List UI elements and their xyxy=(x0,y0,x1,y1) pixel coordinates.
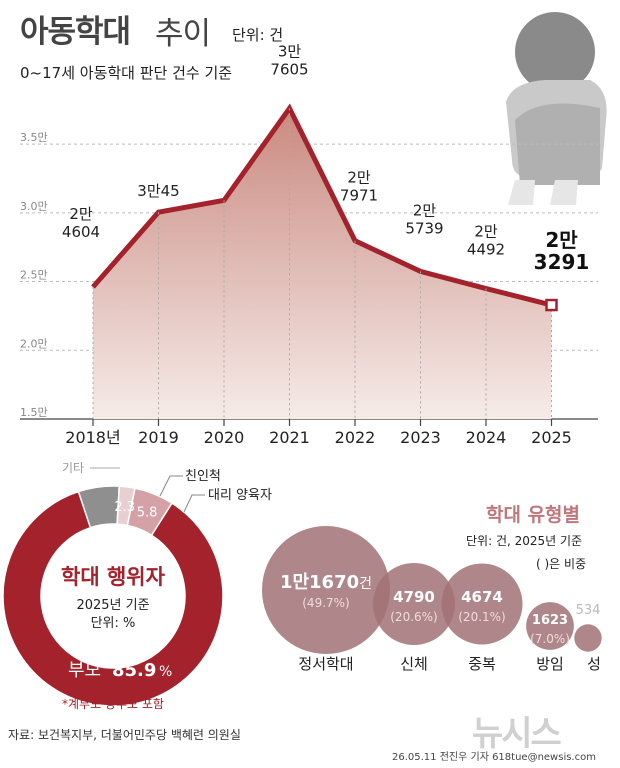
x-tick-label: 2024 xyxy=(466,428,507,447)
data-label: 7605 xyxy=(270,60,308,78)
bubble-value: 1623 xyxy=(532,613,568,628)
source-note: 자료: 보건복지부, 더불어민주당 백혜련 의원실 xyxy=(8,728,241,742)
data-label: 4492 xyxy=(467,241,505,259)
y-tick-label: 2.5만 xyxy=(20,269,48,282)
y-tick-label: 3.5만 xyxy=(20,131,48,144)
x-axis: 2018년 2019 2020 2021 2022 2023 2024 2025 xyxy=(65,428,572,447)
bubble xyxy=(574,624,602,652)
bubble xyxy=(526,602,574,650)
bubble-label: 방임 xyxy=(536,655,564,673)
bubble-value: 534 xyxy=(576,603,601,618)
slice-name-label: 친인척 xyxy=(185,469,221,484)
data-label: 3만45 xyxy=(137,182,179,200)
y-axis: 1.5만 2.0만 2.5만 3.0만 3.5만 xyxy=(20,131,48,419)
data-label: 2만 xyxy=(545,228,578,252)
credit-line: 26.05.11 전진우 기자 618tue@newsis.com xyxy=(392,752,596,763)
x-tick-label: 2023 xyxy=(400,428,441,447)
donut-subtitle: 단위: % xyxy=(91,616,136,631)
last-point-marker xyxy=(545,298,558,312)
donut-slice xyxy=(2,490,224,707)
x-tick-label: 2021 xyxy=(269,428,310,447)
donut-title: 학대 행위자 xyxy=(61,565,166,589)
donut-subtitle: 2025년 기준 xyxy=(76,598,149,613)
unit-label: 단위: 건 xyxy=(232,26,284,44)
child-silhouette-icon xyxy=(506,12,607,205)
bubble-share: (49.7%) xyxy=(302,596,349,610)
leader-line xyxy=(183,494,205,513)
x-tick-label: 2022 xyxy=(335,428,376,447)
x-tick-label: 2018년 xyxy=(65,428,120,447)
slice-value-label: 2.3 xyxy=(114,500,135,515)
x-tick-label: 2020 xyxy=(204,428,245,447)
bubble-title: 학대 유형별 xyxy=(486,504,580,526)
slice-name-label: 기타 xyxy=(62,461,84,475)
data-label: 5739 xyxy=(405,219,443,237)
area-series xyxy=(91,103,558,426)
bubble-share: (20.1%) xyxy=(458,610,505,624)
page-title-sub: 추이 xyxy=(155,16,211,52)
x-tick-label: 2019 xyxy=(138,428,179,447)
bubble xyxy=(262,526,390,654)
bubble-label: 정서학대 xyxy=(298,655,353,673)
bubble-label: 중복 xyxy=(468,655,496,673)
data-label: 2만 xyxy=(474,223,498,241)
bubble-share: (20.6%) xyxy=(390,610,437,624)
area-fill xyxy=(93,108,552,420)
data-label: 2만 xyxy=(413,201,437,219)
parent-value: 85.9 xyxy=(112,660,156,681)
bubble-value: 4790 xyxy=(393,588,435,606)
bubble xyxy=(372,562,456,646)
bubble-value: 4674 xyxy=(461,588,503,606)
data-label: 7971 xyxy=(340,187,378,205)
bubble xyxy=(441,563,523,645)
leader-line xyxy=(159,475,183,497)
bubble-subtitle: ( )은 비중 xyxy=(536,557,586,571)
parent-label: 부모 xyxy=(68,660,101,681)
bubble-subtitle: 단위: 건, 2025년 기준 xyxy=(466,534,582,548)
data-label: 3291 xyxy=(534,250,590,274)
parent-unit: % xyxy=(159,664,172,680)
bubble-label: 성 xyxy=(587,655,601,673)
y-tick-label: 3.0만 xyxy=(20,200,48,213)
data-label: 3만 xyxy=(278,42,302,60)
series-line xyxy=(91,103,553,308)
bubble-label: 신체 xyxy=(400,655,428,673)
data-label: 2만 xyxy=(347,169,371,187)
bubble-share: (7.0%) xyxy=(530,632,570,646)
x-tick-label: 2025 xyxy=(531,428,572,447)
y-tick-label: 2.0만 xyxy=(20,337,48,350)
chart-subtitle: 0~17세 아동학대 판단 건수 기준 xyxy=(20,64,233,82)
slice-value-label: 5.8 xyxy=(137,506,158,521)
slice-name-label: 대리 양육자 xyxy=(208,488,272,503)
page-title: 아동학대 xyxy=(20,14,131,50)
bubble-value: 1만1670건 xyxy=(280,572,372,593)
data-label: 4604 xyxy=(62,223,100,241)
y-tick-label: 1.5만 xyxy=(20,406,48,419)
data-label: 2만 xyxy=(69,205,93,223)
newsis-logo: 뉴시스 xyxy=(472,714,562,754)
donut-note: *계부모·양부모 포함 xyxy=(62,697,164,711)
